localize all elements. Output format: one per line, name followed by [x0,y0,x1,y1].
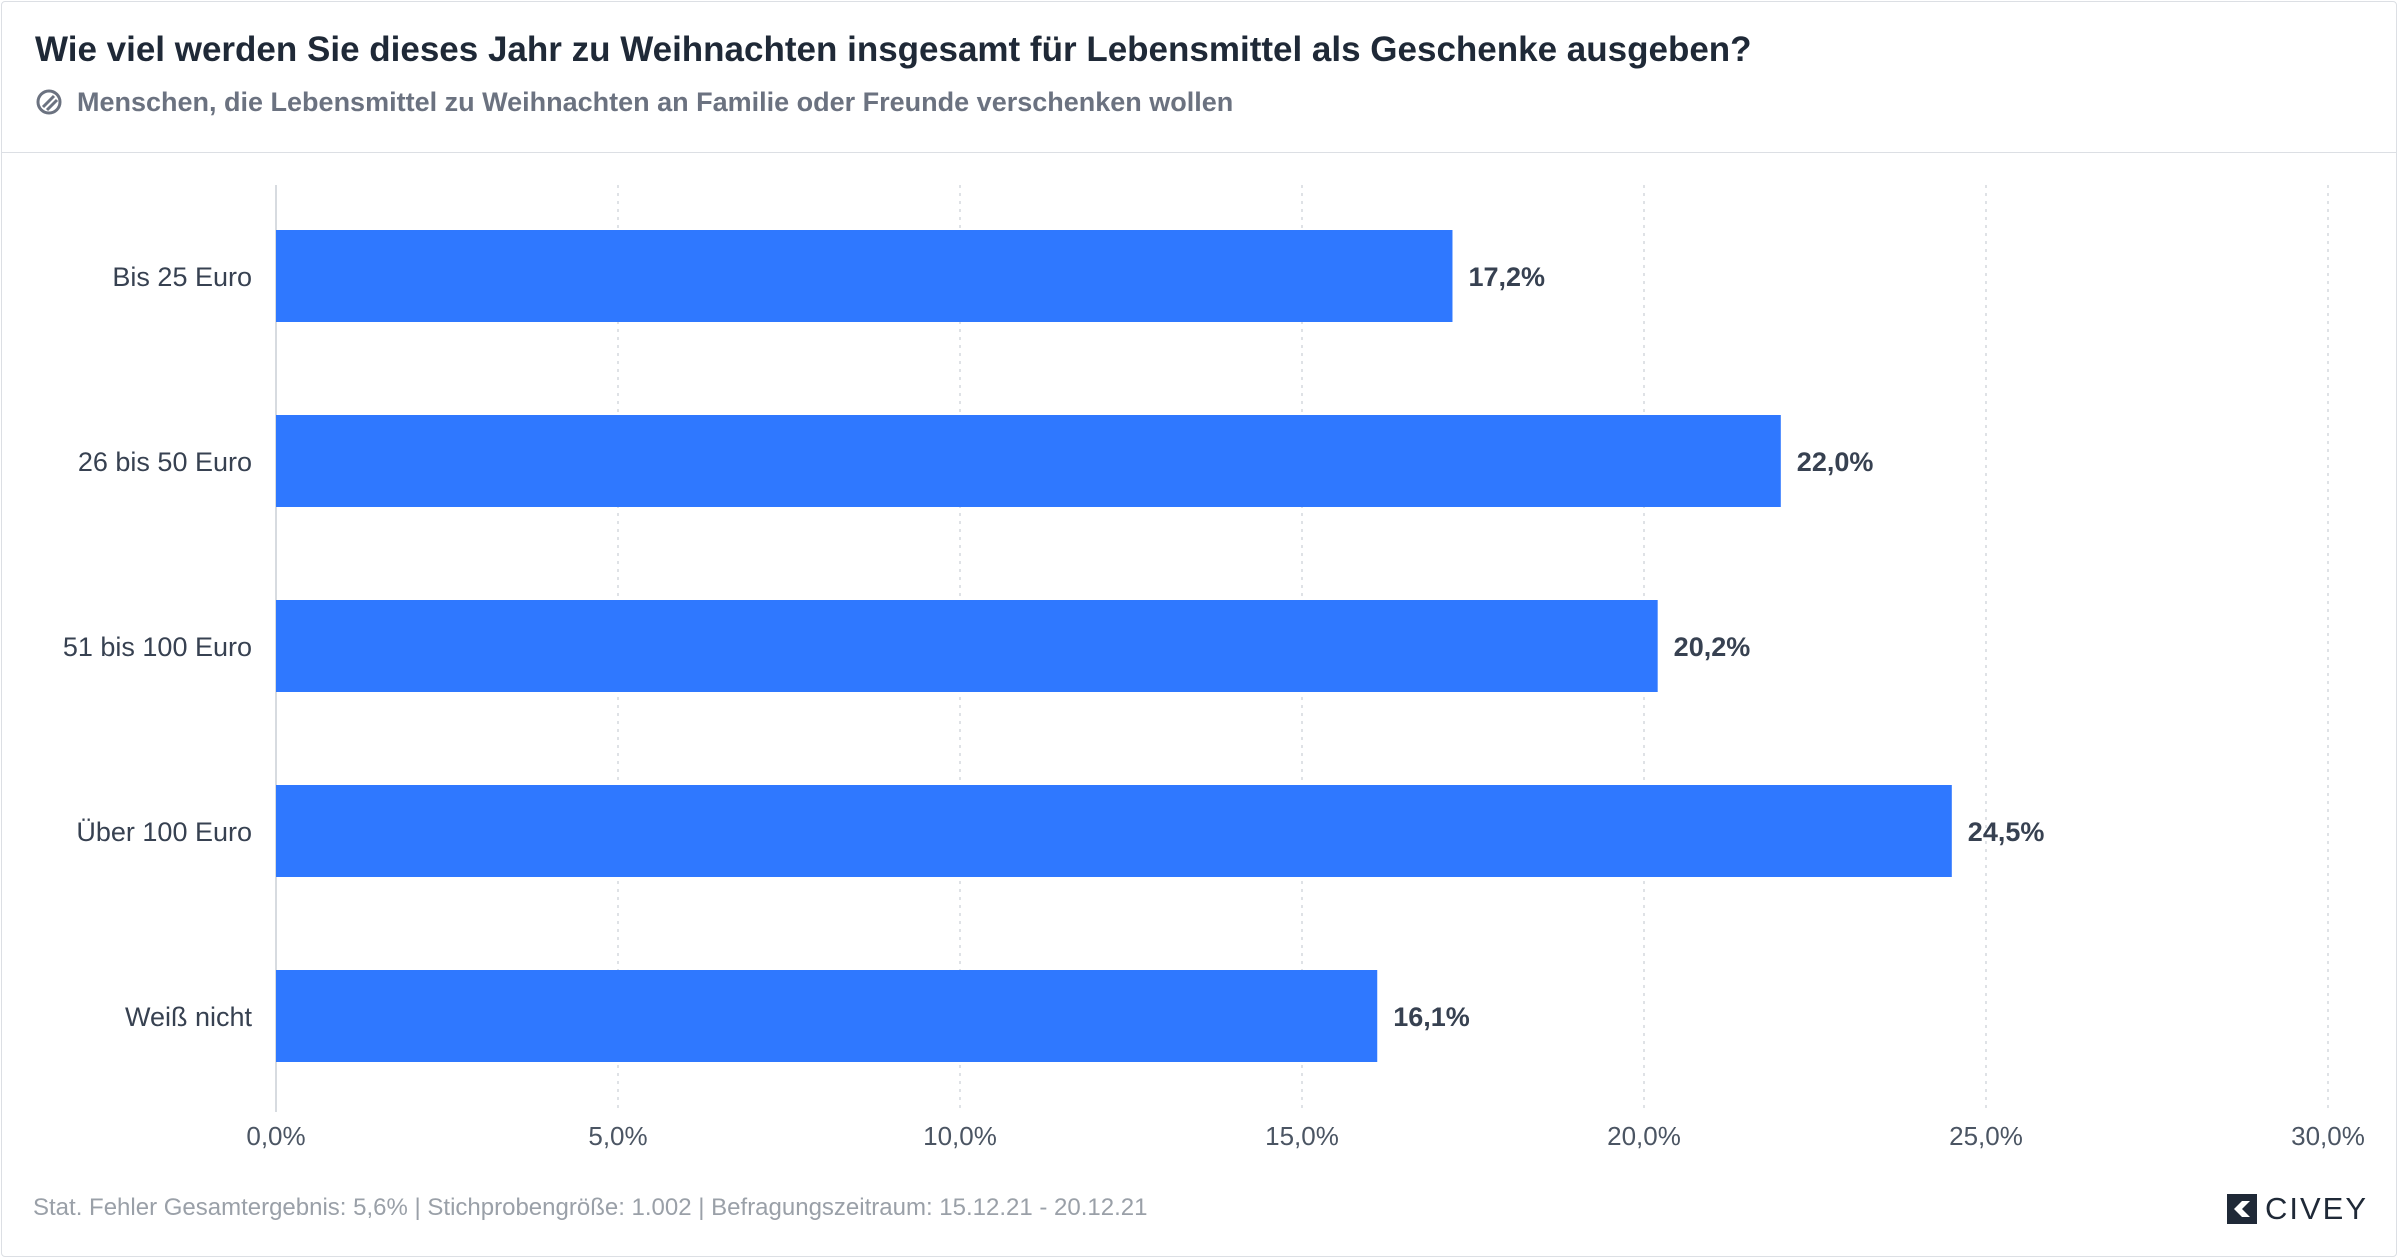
brand-name: CIVEY [2264,1191,2368,1226]
category-label: Bis 25 Euro [112,262,252,292]
bar [276,230,1453,322]
brand-logo: CIVEY [2225,1190,2368,1228]
bar [276,785,1952,877]
value-label: 24,5% [1968,817,2045,847]
category-label: 26 bis 50 Euro [78,447,252,477]
value-label: 20,2% [1674,632,1751,662]
value-label: 16,1% [1393,1002,1470,1032]
bar [276,415,1781,507]
civey-logo-icon [2226,1194,2257,1224]
category-label: 51 bis 100 Euro [63,632,252,662]
category-label: Über 100 Euro [76,817,252,847]
chart-subtitle: Menschen, die Lebensmittel zu Weihnachte… [77,86,1234,117]
x-tick-label: 10,0% [923,1121,997,1151]
bar-chart: 0,0% 5,0% 10,0% 15,0% 20,0% 25,0% 30,0% Bis 25 … [63,185,2365,1151]
footer-stats: Stat. Fehler Gesamtergebnis: 5,6% | Stic… [33,1194,1148,1221]
x-tick-label: 30,0% [2291,1121,2365,1151]
chart-title: Wie viel werden Sie dieses Jahr zu Weihn… [35,30,1752,69]
x-tick-label: 0,0% [246,1121,305,1151]
x-tick-label: 25,0% [1949,1121,2023,1151]
subtitle-row: Menschen, die Lebensmittel zu Weihnachte… [35,84,1233,120]
x-tick-label: 15,0% [1265,1121,1339,1151]
value-label: 17,2% [1468,262,1545,292]
chart-header: Wie viel werden Sie dieses Jahr zu Weihn… [2,2,2396,153]
category-label: Weiß nicht [125,1002,253,1032]
bar [276,970,1378,1062]
x-tick-label: 5,0% [588,1121,647,1151]
value-label: 22,0% [1797,447,1874,477]
bar [276,600,1658,692]
x-tick-label: 20,0% [1607,1121,1681,1151]
target-group-icon [36,89,62,115]
